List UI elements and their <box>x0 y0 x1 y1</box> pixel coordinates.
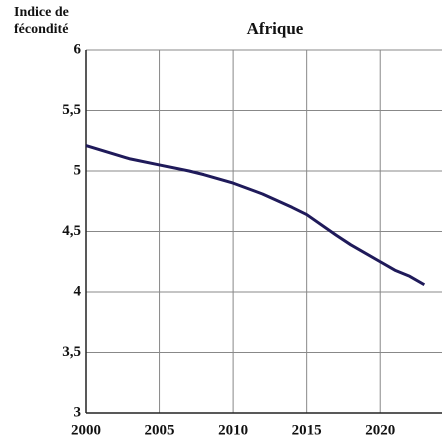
y-tick-label: 4 <box>74 283 82 299</box>
y-tick-label: 3 <box>74 404 82 420</box>
x-tick-label: 2015 <box>292 422 322 438</box>
y-tick-label: 5 <box>74 162 82 178</box>
y-axis-label: fécondité <box>14 22 68 37</box>
x-tick-label: 2005 <box>145 422 175 438</box>
data-line <box>85 144 426 287</box>
y-axis-label: Indice de <box>14 5 69 20</box>
y-tick-label: 4,5 <box>62 223 81 239</box>
y-tick-label: 3,5 <box>62 344 81 360</box>
x-tick-label: 2020 <box>365 422 395 438</box>
y-tick-label: 6 <box>74 41 82 57</box>
y-tick-label: 5,5 <box>62 102 81 118</box>
chart-title: Afrique <box>247 19 304 38</box>
x-tick-label: 2000 <box>71 422 101 438</box>
x-tick-label: 2010 <box>218 422 248 438</box>
